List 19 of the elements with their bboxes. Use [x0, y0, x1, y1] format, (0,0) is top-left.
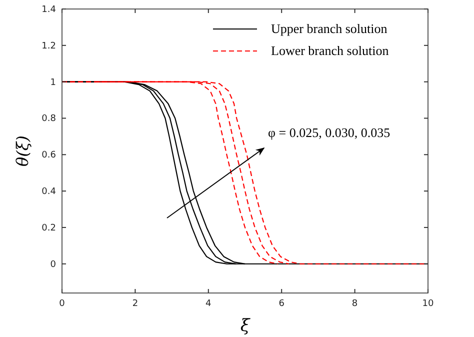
y-tick-label: 0.8: [42, 114, 56, 124]
x-tick-label: 6: [278, 299, 285, 309]
y-tick-label: 0.4: [42, 187, 56, 198]
x-tick-label: 10: [422, 299, 434, 309]
x-tick-label: 0: [59, 299, 66, 309]
annotation: φ = 0.025, 0.030, 0.035: [268, 125, 390, 140]
x-axis-title: ξ: [240, 316, 252, 336]
legend-label: Lower branch solution: [271, 43, 390, 58]
y-tick-label: 0.2: [42, 223, 56, 234]
y-tick-label: 1: [50, 78, 56, 88]
legend-label: Upper branch solution: [271, 21, 388, 36]
y-tick-label: 0: [50, 260, 56, 270]
y-tick-label: 1.4: [42, 5, 56, 15]
y-tick-label: 1.2: [42, 41, 56, 52]
y-tick-label: 0.6: [42, 150, 56, 161]
y-axis-title: θ(ξ): [13, 136, 32, 166]
x-tick-label: 2: [132, 299, 138, 309]
x-tick-label: 4: [206, 299, 212, 309]
x-tick-label: 8: [352, 299, 358, 309]
